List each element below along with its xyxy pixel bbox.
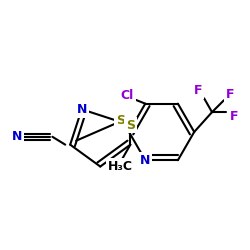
Text: H₃C: H₃C: [108, 160, 133, 173]
Text: N: N: [12, 130, 22, 143]
Text: F: F: [194, 84, 202, 97]
Text: S: S: [126, 118, 135, 132]
Text: F: F: [230, 110, 238, 122]
Text: Cl: Cl: [121, 89, 134, 102]
Text: F: F: [226, 88, 234, 101]
Text: N: N: [140, 154, 150, 167]
Text: N: N: [76, 103, 87, 116]
Text: S: S: [116, 114, 125, 127]
